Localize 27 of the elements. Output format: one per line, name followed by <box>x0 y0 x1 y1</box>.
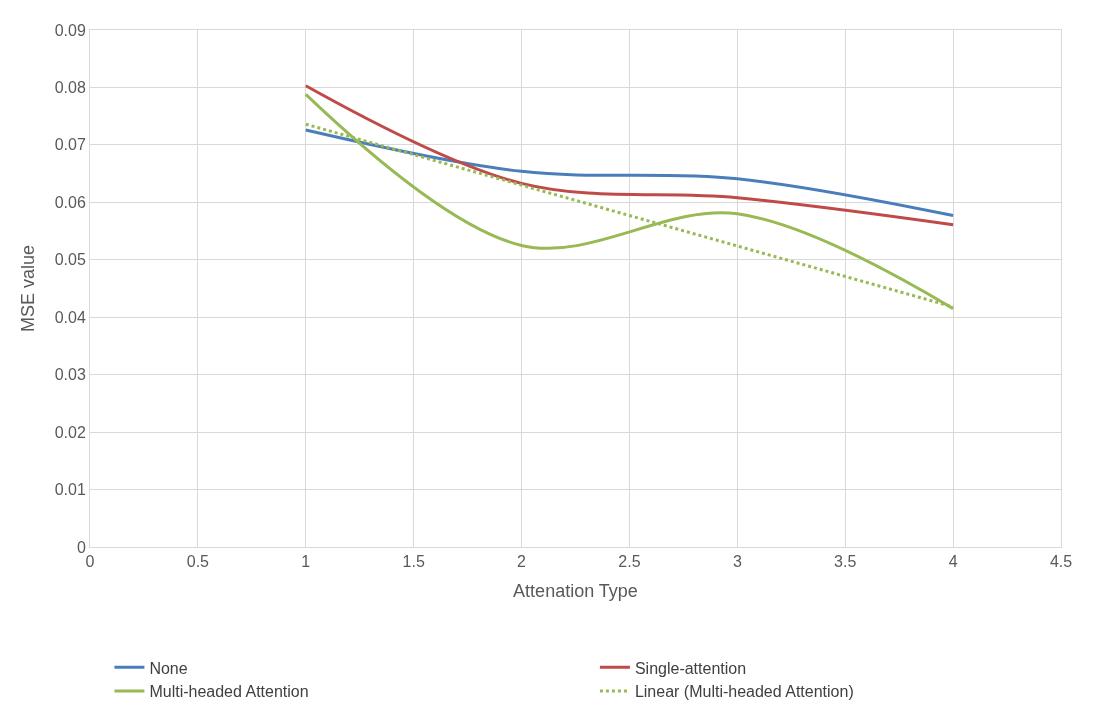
x-tick-label: 4.5 <box>1049 553 1073 571</box>
y-tick-label: 0 <box>76 538 86 556</box>
x-tick-label: 4 <box>948 553 958 571</box>
y-tick-label: 0.03 <box>54 366 86 384</box>
y-tick-label: 0.04 <box>54 308 86 326</box>
y-tick-label: 0.05 <box>54 251 86 269</box>
x-tick-label: 0.5 <box>186 553 210 571</box>
x-tick-label: 3 <box>732 553 742 571</box>
y-tick-label: 0.01 <box>54 481 86 499</box>
x-tick-label: 1 <box>301 553 311 571</box>
y-tick-label: 0.07 <box>54 136 86 154</box>
legend-label: Linear (Multi-headed Attention) <box>634 683 854 701</box>
line-series <box>304 128 955 218</box>
y-tick-label: 0.09 <box>54 21 86 39</box>
x-tick-label: 3.5 <box>834 553 857 571</box>
x-tick-label: 2.5 <box>618 553 641 571</box>
legend-label: None <box>149 659 188 677</box>
x-axis-title: Attenation Type <box>513 581 638 602</box>
y-tick-label: 0.08 <box>54 79 86 97</box>
x-tick-label: 1.5 <box>402 553 425 571</box>
y-tick-label: 0.02 <box>54 423 86 441</box>
x-tick-label: 2 <box>517 553 527 571</box>
y-tick-label: 0.06 <box>54 193 86 211</box>
legend-label: Multi-headed Attention <box>149 683 309 701</box>
y-axis-title: MSE value <box>17 244 38 333</box>
line-series <box>304 84 955 227</box>
legend-label: Single-attention <box>634 659 747 677</box>
